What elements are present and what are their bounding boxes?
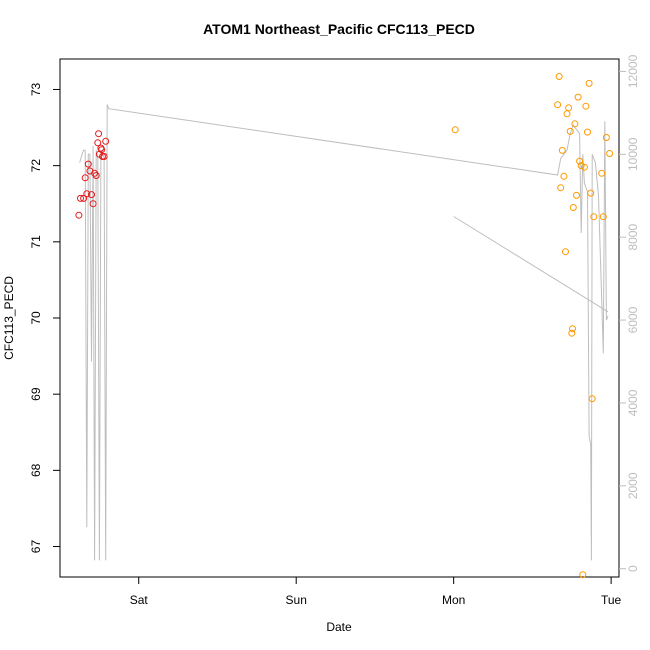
data-point	[89, 200, 97, 208]
data-point	[569, 204, 577, 211]
data-point	[94, 139, 102, 147]
plot-frame	[59, 58, 620, 578]
data-point	[602, 134, 610, 141]
right-y-tick-label: 6000	[626, 306, 640, 333]
y-tick-label: 67	[29, 540, 43, 554]
y-tick-label: 73	[29, 82, 43, 96]
data-point	[560, 172, 568, 180]
y-axis: 67 68 69 70 71 72 73	[29, 82, 60, 553]
data-point	[580, 163, 588, 171]
data-point	[91, 169, 99, 177]
data-point	[590, 213, 598, 221]
data-point	[81, 174, 89, 182]
data-point	[579, 571, 587, 579]
data-point	[606, 150, 614, 157]
data-point	[451, 126, 459, 134]
data-point	[566, 127, 574, 135]
data-point	[598, 169, 606, 177]
data-point	[102, 137, 110, 145]
x-tick-label: Sat	[130, 593, 149, 607]
data-point	[585, 79, 593, 87]
data-point	[584, 128, 591, 136]
x-axis: Sat Sun Mon Tue	[130, 577, 622, 607]
data-point	[88, 191, 95, 199]
data-point	[574, 93, 582, 101]
data-point	[569, 325, 576, 333]
series-line	[453, 216, 609, 313]
right-y-tick-label: 12000	[626, 54, 640, 88]
data-point	[554, 101, 562, 109]
data-point	[80, 194, 88, 202]
scatter-points	[75, 73, 614, 579]
x-tick-label: Mon	[442, 593, 465, 607]
data-point	[92, 172, 100, 179]
right-y-tick-label: 0	[626, 565, 640, 572]
data-point	[75, 211, 83, 219]
data-point	[571, 120, 579, 128]
data-point	[555, 73, 563, 80]
data-point	[563, 110, 571, 118]
data-point	[562, 248, 569, 256]
x-axis-label: Date	[326, 620, 352, 634]
chart-title: ATOM1 Northeast_Pacific CFC113_PECD	[203, 21, 475, 37]
data-point	[588, 395, 596, 403]
data-point	[83, 190, 91, 198]
y-tick-label: 69	[29, 387, 43, 401]
data-point	[558, 146, 566, 154]
data-point	[582, 102, 590, 110]
data-point	[568, 329, 576, 337]
data-point	[573, 191, 580, 199]
y-tick-label: 70	[29, 311, 43, 325]
y-tick-label: 68	[29, 463, 43, 477]
data-point	[587, 189, 595, 197]
series-line	[79, 104, 609, 561]
x-tick-label: Sun	[286, 593, 307, 607]
data-point	[98, 146, 106, 154]
data-point	[84, 160, 92, 168]
right-y-tick-label: 8000	[626, 224, 640, 251]
y-tick-label: 72	[29, 159, 43, 173]
data-point	[565, 104, 573, 112]
right-y-tick-label: 4000	[626, 389, 640, 416]
data-point	[557, 184, 565, 192]
line-series	[79, 104, 609, 561]
right-y-tick-label: 10000	[626, 137, 640, 171]
data-point	[77, 194, 84, 202]
data-point	[100, 153, 108, 160]
y-axis-label: CFC113_PECD	[2, 276, 16, 360]
data-point	[599, 213, 607, 221]
x-tick-label: Tue	[601, 593, 622, 607]
right-y-tick-label: 2000	[626, 472, 640, 499]
y-tick-label: 71	[29, 235, 43, 249]
right-y-axis: 0 2000 4000 6000 8000 10000 12000	[619, 54, 640, 572]
data-point	[95, 130, 103, 138]
data-point	[576, 157, 584, 165]
